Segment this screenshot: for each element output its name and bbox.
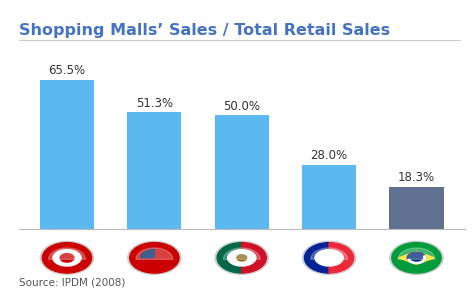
Bar: [302, 165, 356, 229]
Text: 50.0%: 50.0%: [223, 100, 260, 113]
Text: Shopping Malls’ Sales / Total Retail Sales: Shopping Malls’ Sales / Total Retail Sal…: [19, 23, 390, 38]
Text: 65.5%: 65.5%: [48, 64, 86, 77]
Text: 28.0%: 28.0%: [310, 149, 347, 162]
Text: Source: IPDM (2008): Source: IPDM (2008): [19, 277, 125, 287]
Bar: [128, 112, 182, 229]
Text: 51.3%: 51.3%: [136, 97, 173, 110]
Bar: [40, 80, 94, 229]
Bar: [215, 115, 269, 229]
Text: 18.3%: 18.3%: [398, 171, 435, 184]
Bar: [389, 187, 444, 229]
